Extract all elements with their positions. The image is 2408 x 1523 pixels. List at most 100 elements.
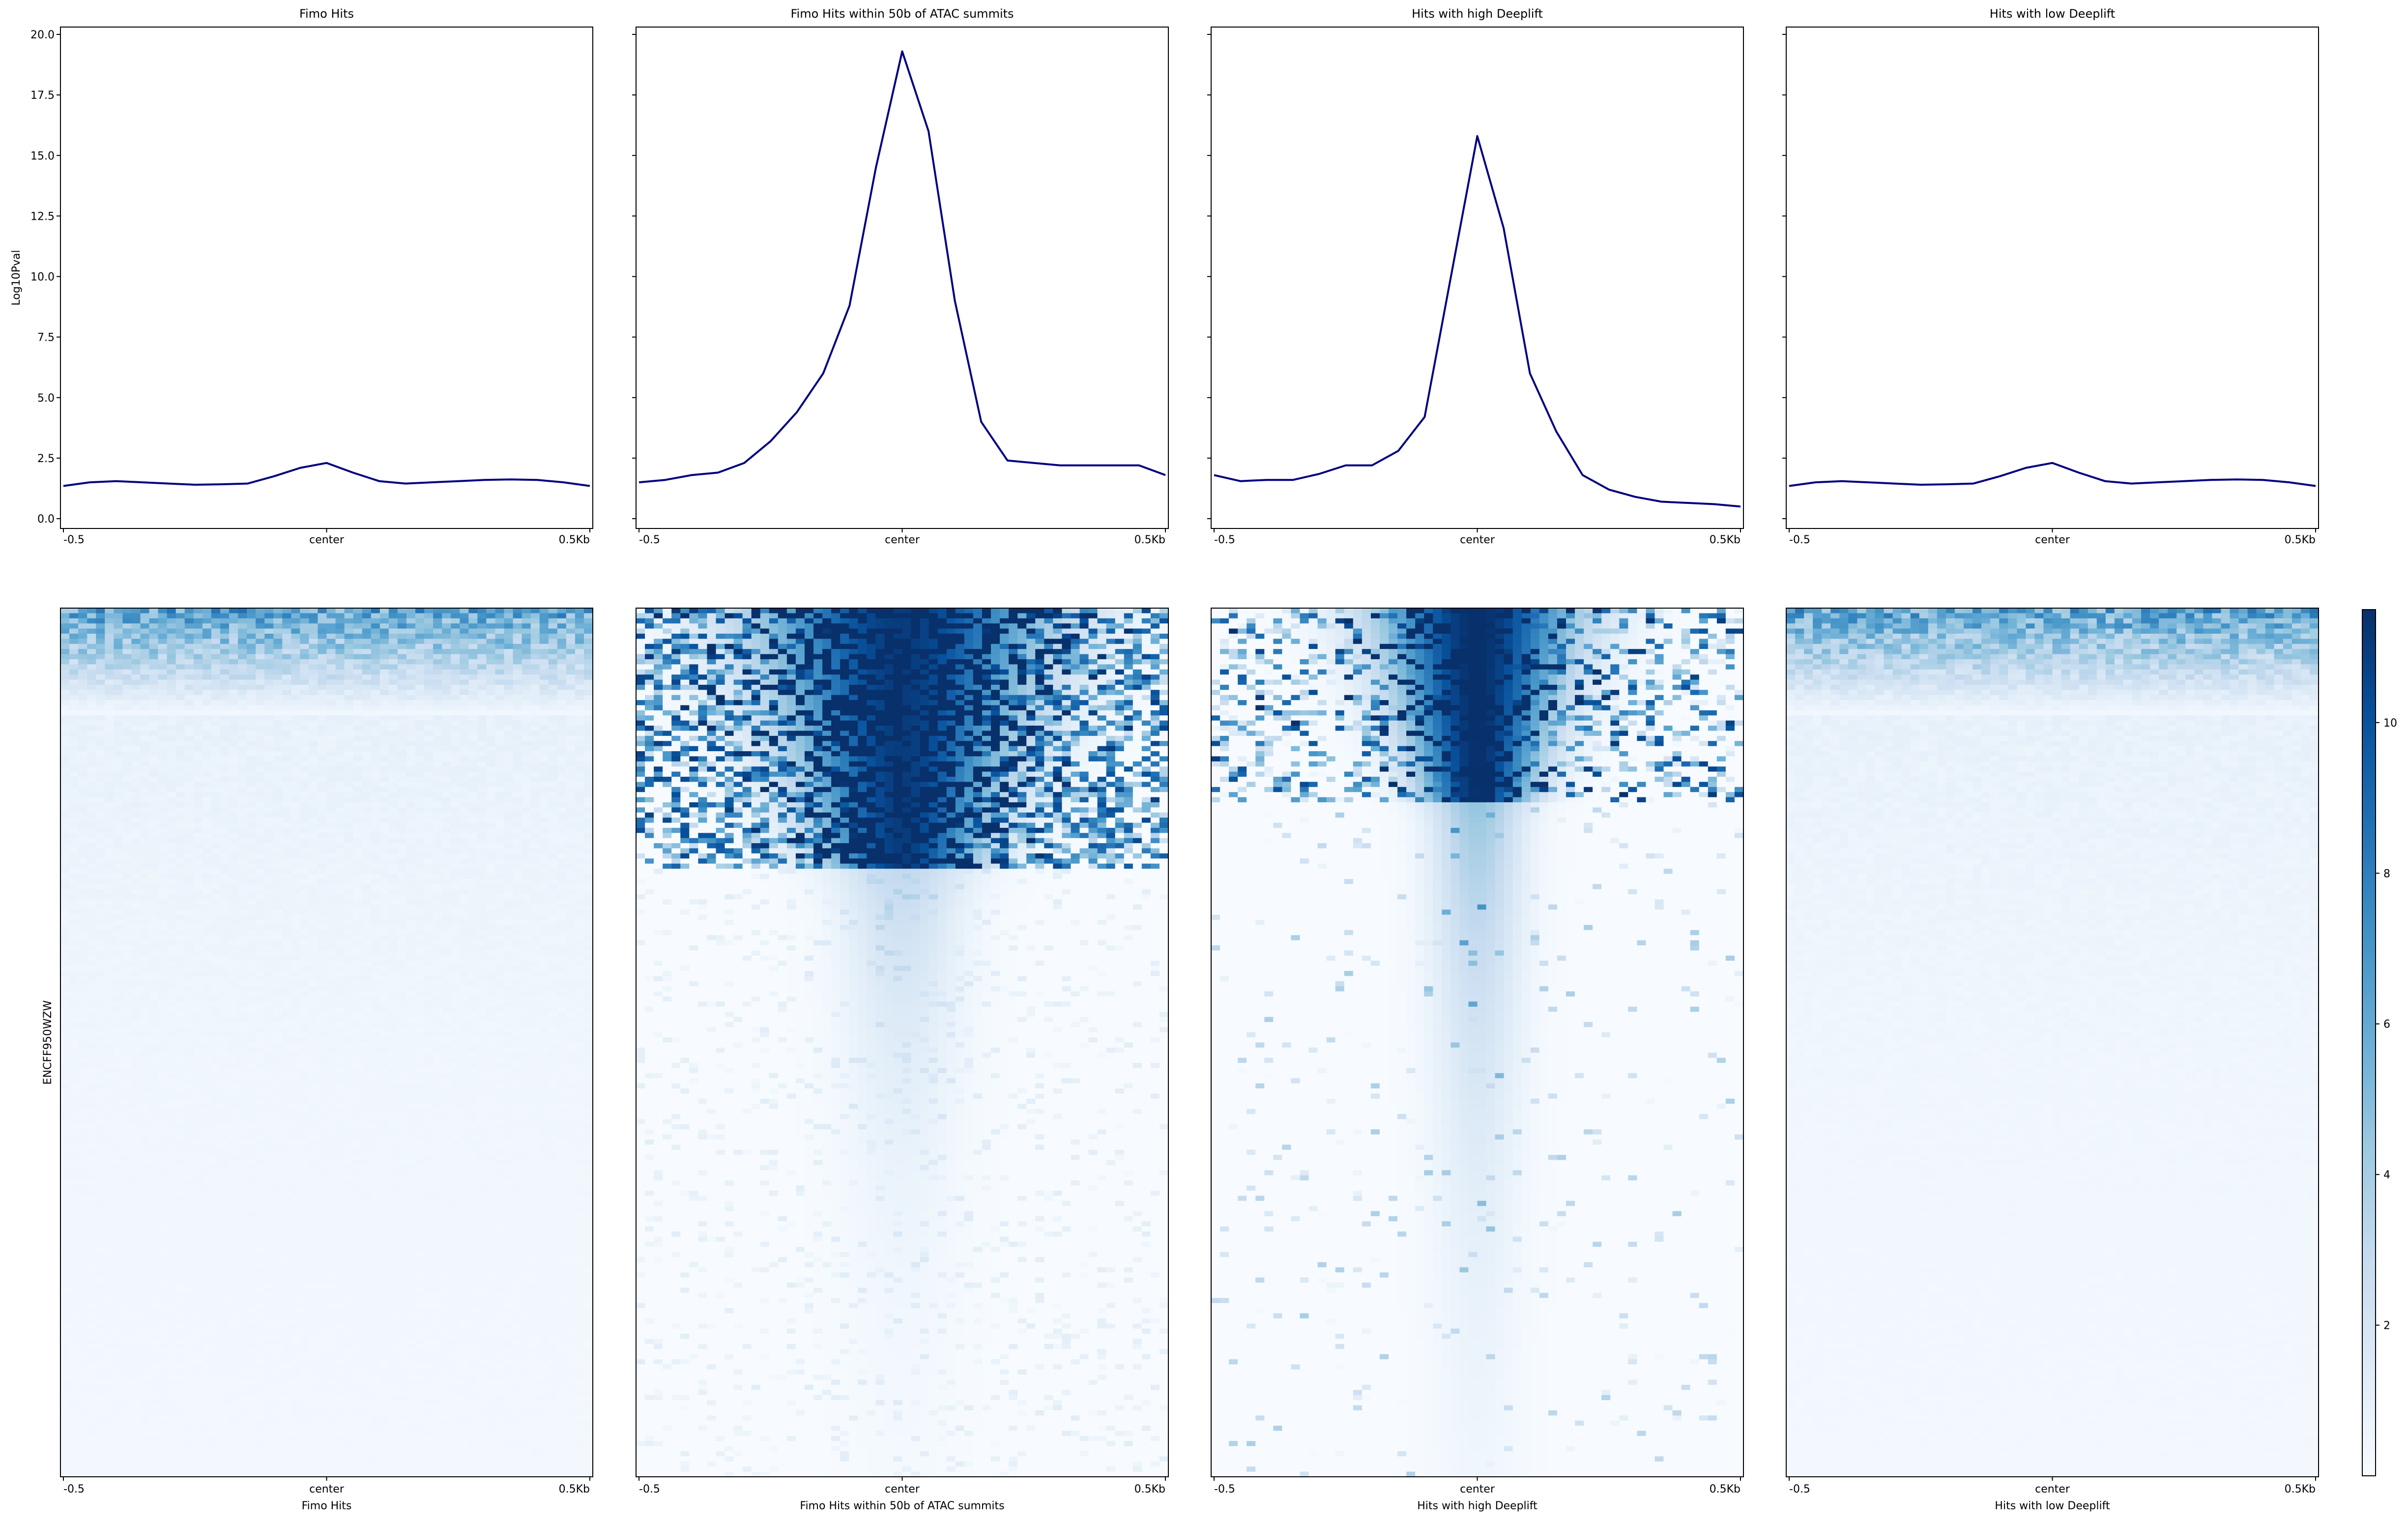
heatmap-cell [238, 838, 247, 844]
heatmap-cell [203, 807, 212, 813]
heatmap-cell [495, 623, 504, 629]
heatmap-cell [122, 787, 132, 792]
heatmap-cell [460, 828, 469, 833]
heatmap-cell [78, 864, 87, 869]
heatmap-cell [327, 874, 336, 879]
heatmap-cell [584, 654, 593, 660]
heatmap-cell [185, 756, 194, 762]
heatmap-cell [122, 685, 132, 690]
heatmap-cell [362, 629, 372, 634]
heatmap-cell [504, 746, 514, 752]
heatmap-cell [238, 664, 247, 670]
heatmap-cell [531, 705, 540, 710]
heatmap-cell [540, 905, 549, 910]
heatmap-cell [256, 787, 265, 792]
heatmap-cell [442, 715, 451, 721]
heatmap-cell [194, 853, 203, 859]
heatmap-cell [371, 828, 380, 833]
heatmap-cell [140, 705, 149, 710]
heatmap-cell [406, 766, 416, 772]
heatmap-cell [185, 705, 194, 710]
heatmap-cell [176, 751, 185, 757]
heatmap-cell [336, 690, 345, 695]
heatmap-cell [282, 644, 291, 649]
heatmap-cell [140, 797, 149, 803]
heatmap-cell [513, 833, 522, 838]
heatmap-cell [522, 741, 531, 746]
heatmap-cell [531, 639, 540, 644]
heatmap-cell [451, 813, 460, 818]
heatmap-cell [264, 889, 274, 895]
heatmap-cell [203, 680, 212, 685]
heatmap-cell [575, 813, 584, 818]
heatmap-cell [371, 623, 380, 629]
heatmap-cell [353, 849, 363, 854]
heatmap-cell [353, 772, 363, 777]
heatmap-cell [149, 654, 159, 660]
heatmap-cell [451, 608, 460, 614]
heatmap-cell [398, 879, 407, 884]
heatmap-cell [380, 849, 389, 854]
heatmap-cell [468, 710, 478, 716]
heatmap-cell [131, 705, 141, 710]
heatmap-cell [264, 695, 274, 701]
heatmap-cell [468, 879, 478, 884]
heatmap-cell [220, 649, 230, 654]
heatmap-cell [415, 705, 425, 710]
heatmap-cell [468, 680, 478, 685]
heatmap-cell [362, 777, 372, 782]
heatmap-cell [566, 726, 576, 731]
heatmap-cell [406, 659, 416, 665]
heatmap-cell [486, 710, 495, 716]
heatmap-cell [460, 649, 469, 654]
heatmap-cell [203, 664, 212, 670]
heatmap-cell [167, 710, 176, 716]
heatmap-cell [389, 843, 398, 849]
heatmap-cell [468, 838, 478, 844]
heatmap-cell [584, 894, 593, 900]
heatmap-cell [78, 618, 87, 624]
heatmap-cell [203, 751, 212, 757]
heatmap-cell [176, 608, 185, 614]
heatmap-cell [60, 741, 70, 746]
heatmap-cell [575, 802, 584, 808]
heatmap-cell [398, 813, 407, 818]
heatmap-cell [203, 670, 212, 675]
heatmap-cell [495, 731, 504, 736]
heatmap-cell [194, 618, 203, 624]
heatmap-cell [336, 843, 345, 849]
heatmap-cell [291, 608, 300, 614]
heatmap-cell [176, 777, 185, 782]
heatmap-cell [442, 721, 451, 726]
heatmap-cell [389, 797, 398, 803]
heatmap-cell [371, 715, 380, 721]
heatmap-cell [273, 849, 283, 854]
heatmap-cell [185, 751, 194, 757]
heatmap-cell [238, 634, 247, 639]
heatmap-cell [531, 634, 540, 639]
heatmap-cell [149, 843, 159, 849]
heatmap-cell [131, 618, 141, 624]
heatmap-cell [336, 807, 345, 813]
heatmap-cell [167, 746, 176, 752]
heatmap-cell [495, 721, 504, 726]
heatmap-cell [78, 608, 87, 614]
heatmap-cell [131, 674, 141, 680]
heatmap-cell [140, 905, 149, 910]
heatmap-cell [486, 879, 495, 884]
heatmap-cell [406, 726, 416, 731]
heatmap-cell [203, 833, 212, 838]
heatmap-cell [309, 695, 318, 701]
heatmap-cell [78, 838, 87, 844]
heatmap-cell [575, 853, 584, 859]
heatmap-cell [105, 818, 114, 823]
heatmap-cell [264, 736, 274, 741]
heatmap-cell [504, 751, 514, 757]
heatmap-cell [424, 710, 434, 716]
heatmap-cell [549, 634, 558, 639]
heatmap-cell [336, 853, 345, 859]
heatmap-cell [264, 746, 274, 752]
heatmap-cell [531, 659, 540, 665]
heatmap-cell [353, 644, 363, 649]
heatmap-cell [451, 915, 460, 920]
